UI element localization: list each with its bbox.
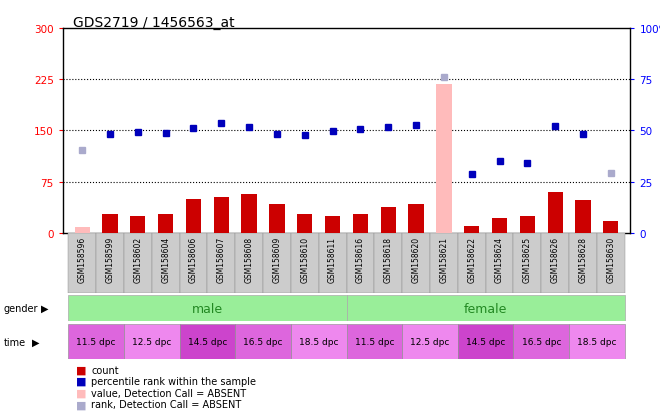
Text: percentile rank within the sample: percentile rank within the sample bbox=[91, 376, 256, 386]
Bar bbox=[513, 233, 541, 293]
Text: 11.5 dpc: 11.5 dpc bbox=[77, 337, 116, 346]
Text: 18.5 dpc: 18.5 dpc bbox=[577, 337, 616, 346]
Bar bbox=[458, 233, 486, 293]
Bar bbox=[68, 324, 124, 359]
Bar bbox=[297, 214, 312, 233]
Text: GSM158606: GSM158606 bbox=[189, 236, 198, 282]
Bar bbox=[214, 198, 229, 233]
Bar bbox=[242, 195, 257, 233]
Bar bbox=[130, 216, 145, 233]
Text: GSM158609: GSM158609 bbox=[273, 236, 281, 282]
Text: 12.5 dpc: 12.5 dpc bbox=[411, 337, 449, 346]
Bar bbox=[235, 233, 263, 293]
Text: GSM158599: GSM158599 bbox=[106, 236, 114, 282]
Bar bbox=[569, 233, 597, 293]
Text: GSM158611: GSM158611 bbox=[328, 236, 337, 282]
Bar bbox=[291, 324, 346, 359]
Bar bbox=[374, 233, 402, 293]
Bar bbox=[402, 324, 458, 359]
Text: male: male bbox=[192, 302, 223, 315]
Text: GSM158596: GSM158596 bbox=[78, 236, 86, 282]
Text: GSM158624: GSM158624 bbox=[495, 236, 504, 282]
Text: ■: ■ bbox=[76, 376, 86, 386]
Bar bbox=[513, 324, 569, 359]
Text: 14.5 dpc: 14.5 dpc bbox=[187, 337, 227, 346]
Bar bbox=[430, 233, 458, 293]
Text: gender: gender bbox=[3, 303, 38, 313]
Bar bbox=[68, 295, 346, 321]
Text: ■: ■ bbox=[76, 365, 86, 375]
Bar bbox=[541, 233, 569, 293]
Text: 12.5 dpc: 12.5 dpc bbox=[132, 337, 172, 346]
Text: GSM158604: GSM158604 bbox=[161, 236, 170, 282]
Text: 16.5 dpc: 16.5 dpc bbox=[244, 337, 282, 346]
Text: GSM158610: GSM158610 bbox=[300, 236, 310, 282]
Bar bbox=[458, 324, 513, 359]
Bar bbox=[597, 233, 625, 293]
Text: female: female bbox=[464, 302, 508, 315]
Text: 18.5 dpc: 18.5 dpc bbox=[299, 337, 339, 346]
Text: value, Detection Call = ABSENT: value, Detection Call = ABSENT bbox=[91, 388, 246, 398]
Text: GSM158622: GSM158622 bbox=[467, 236, 477, 282]
Text: GSM158628: GSM158628 bbox=[579, 236, 587, 282]
Bar bbox=[409, 205, 424, 233]
Bar bbox=[319, 233, 346, 293]
Bar bbox=[180, 233, 207, 293]
Bar bbox=[102, 214, 117, 233]
Bar bbox=[576, 201, 591, 233]
Text: ▶: ▶ bbox=[32, 337, 39, 347]
Text: ■: ■ bbox=[76, 399, 86, 409]
Text: rank, Detection Call = ABSENT: rank, Detection Call = ABSENT bbox=[91, 399, 242, 409]
Text: time: time bbox=[3, 337, 26, 347]
Bar bbox=[548, 192, 563, 233]
Bar bbox=[263, 233, 291, 293]
Bar bbox=[402, 233, 430, 293]
Bar bbox=[124, 324, 180, 359]
Text: 11.5 dpc: 11.5 dpc bbox=[354, 337, 394, 346]
Bar bbox=[235, 324, 291, 359]
Bar bbox=[346, 233, 374, 293]
Bar bbox=[436, 85, 451, 233]
Bar bbox=[68, 233, 96, 293]
Bar bbox=[180, 324, 235, 359]
Text: GSM158608: GSM158608 bbox=[245, 236, 253, 282]
Bar bbox=[152, 233, 180, 293]
Text: GSM158620: GSM158620 bbox=[412, 236, 420, 282]
Bar bbox=[269, 205, 284, 233]
Bar bbox=[519, 216, 535, 233]
Bar bbox=[96, 233, 124, 293]
Bar bbox=[124, 233, 152, 293]
Bar bbox=[352, 214, 368, 233]
Bar bbox=[325, 216, 341, 233]
Bar bbox=[158, 214, 174, 233]
Text: 14.5 dpc: 14.5 dpc bbox=[466, 337, 506, 346]
Bar bbox=[603, 222, 618, 233]
Bar bbox=[207, 233, 235, 293]
Text: GSM158616: GSM158616 bbox=[356, 236, 365, 282]
Text: GSM158621: GSM158621 bbox=[440, 236, 448, 282]
Text: ■: ■ bbox=[76, 388, 86, 398]
Bar bbox=[75, 228, 90, 233]
Text: GSM158607: GSM158607 bbox=[216, 236, 226, 282]
Text: GSM158602: GSM158602 bbox=[133, 236, 143, 282]
Text: GSM158625: GSM158625 bbox=[523, 236, 532, 282]
Text: GSM158626: GSM158626 bbox=[550, 236, 560, 282]
Text: GSM158618: GSM158618 bbox=[383, 236, 393, 282]
Bar bbox=[381, 207, 396, 233]
Bar bbox=[569, 324, 625, 359]
Bar bbox=[492, 218, 507, 233]
Text: GSM158630: GSM158630 bbox=[607, 236, 615, 282]
Bar bbox=[486, 233, 513, 293]
Text: count: count bbox=[91, 365, 119, 375]
Bar bbox=[186, 199, 201, 233]
Bar bbox=[346, 324, 402, 359]
Text: ▶: ▶ bbox=[41, 303, 48, 313]
Text: GDS2719 / 1456563_at: GDS2719 / 1456563_at bbox=[73, 16, 234, 30]
Text: 16.5 dpc: 16.5 dpc bbox=[521, 337, 561, 346]
Bar bbox=[464, 226, 479, 233]
Bar bbox=[291, 233, 319, 293]
Bar bbox=[346, 295, 625, 321]
